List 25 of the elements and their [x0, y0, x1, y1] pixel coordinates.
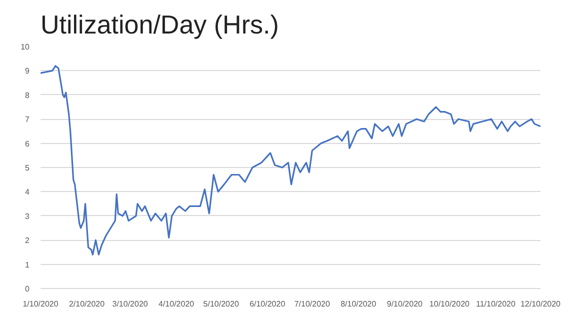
line-series: [40, 65, 540, 256]
y-tick-label: 1: [25, 260, 30, 270]
x-tick-label: 10/10/2020: [429, 300, 470, 308]
x-tick-label: 8/10/2020: [340, 300, 377, 308]
y-tick-label: 6: [25, 139, 30, 148]
x-tick-label: 1/10/2020: [22, 300, 59, 308]
y-tick-label: 3: [25, 212, 30, 221]
y-tick-label: 9: [25, 66, 30, 76]
y-tick-label: 0: [25, 284, 30, 294]
y-tick-label: 10: [20, 42, 30, 52]
x-tick-label: 6/10/2020: [250, 300, 286, 308]
x-tick-label: 2/10/2020: [68, 300, 106, 308]
y-tick-label: 4: [25, 188, 30, 197]
x-tick-label: 4/10/2020: [158, 300, 195, 308]
x-tick-label: 11/10/2020: [476, 300, 516, 308]
y-tick-label: 5: [25, 164, 30, 172]
x-tick-label: 12/10/2020: [520, 300, 562, 308]
y-tick-label: 8: [25, 90, 30, 100]
x-tick-label: 5/10/2020: [203, 300, 240, 308]
x-tick-label: 3/10/2020: [112, 300, 148, 308]
chart-title: Utilization/Day (Hrs.): [40, 10, 279, 40]
y-tick-label: 2: [25, 236, 30, 246]
y-tick-label: 7: [25, 115, 30, 124]
x-tick-label: 7/10/2020: [294, 300, 330, 308]
x-tick-label: 9/10/2020: [386, 300, 424, 308]
